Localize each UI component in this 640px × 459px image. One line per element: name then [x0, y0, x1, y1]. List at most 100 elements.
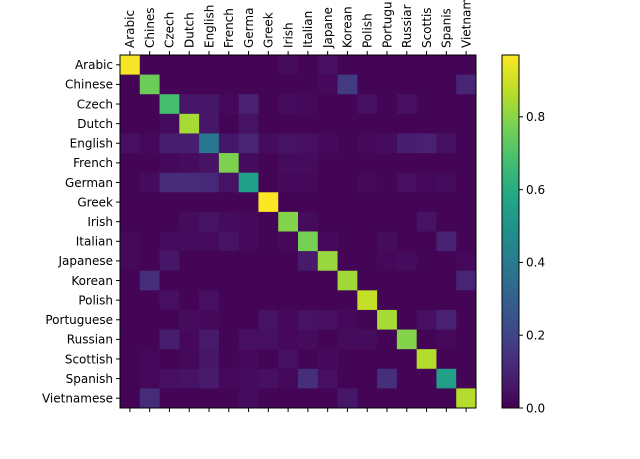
heatmap-cell-1-10 [317, 74, 338, 95]
heatmap-cell-13-10 [317, 309, 338, 330]
heatmap-cell-14-2 [159, 329, 180, 350]
heatmap-cell-8-9 [298, 211, 319, 232]
heatmap-cell-7-12 [357, 192, 378, 213]
heatmap-cell-7-2 [159, 192, 180, 213]
heatmap-cell-14-14 [396, 329, 418, 350]
heatmap-cell-4-0 [120, 133, 141, 154]
heatmap-cell-2-10 [317, 94, 338, 115]
heatmap-cell-6-2 [159, 172, 180, 193]
heatmap-cell-9-5 [218, 231, 240, 252]
x-tick-label: Czech [163, 12, 177, 48]
heatmap-cell-1-17 [456, 74, 477, 95]
colorbar [502, 55, 519, 408]
heatmap-cell-14-13 [377, 329, 398, 350]
heatmap-cell-0-9 [298, 55, 319, 76]
heatmap-cell-3-8 [278, 113, 299, 134]
heatmap-cell-11-9 [298, 270, 319, 291]
heatmap-cell-5-8 [278, 153, 299, 174]
heatmap-cell-10-7 [258, 251, 279, 272]
y-tick-label: Dutch [77, 117, 113, 131]
heatmap-cell-16-5 [218, 368, 240, 389]
heatmap-cell-0-14 [396, 55, 418, 76]
heatmap-cell-16-15 [416, 368, 437, 389]
heatmap-cell-2-8 [278, 94, 299, 115]
heatmap-cell-1-7 [258, 74, 279, 95]
heatmap-cell-6-16 [436, 172, 457, 193]
heatmap-cell-14-7 [258, 329, 279, 350]
heatmap-cell-17-12 [357, 388, 378, 409]
heatmap-cell-3-1 [139, 113, 160, 134]
heatmap-cell-16-6 [238, 368, 259, 389]
heatmap-cell-4-9 [298, 133, 319, 154]
heatmap-cell-15-10 [317, 349, 338, 370]
heatmap-cell-14-10 [317, 329, 338, 350]
heatmap-cell-0-8 [278, 55, 299, 76]
heatmap-cell-4-16 [436, 133, 457, 154]
heatmap-cell-13-5 [218, 309, 240, 330]
heatmap-cell-10-2 [159, 251, 180, 272]
heatmap-cell-5-13 [377, 153, 398, 174]
heatmap-cell-15-9 [298, 349, 319, 370]
y-tick-label: Arabic [75, 58, 113, 72]
heatmap-cell-0-10 [317, 55, 338, 76]
heatmap-cell-16-11 [337, 368, 358, 389]
heatmap-cell-15-16 [436, 349, 457, 370]
heatmap-cell-12-17 [456, 290, 477, 311]
colorbar-tick-label: 0.2 [526, 329, 545, 343]
heatmap-cell-6-14 [396, 172, 418, 193]
heatmap-cell-4-13 [377, 133, 398, 154]
heatmap-cell-8-3 [179, 211, 200, 232]
heatmap-cell-1-13 [377, 74, 398, 95]
heatmap-cell-0-3 [179, 55, 200, 76]
heatmap-cell-9-11 [337, 231, 358, 252]
heatmap-cell-9-8 [278, 231, 299, 252]
heatmap-cell-17-16 [436, 388, 457, 409]
heatmap-cell-17-8 [278, 388, 299, 409]
heatmap-cell-5-1 [139, 153, 160, 174]
heatmap-cell-17-4 [199, 388, 220, 409]
heatmap-cell-17-5 [218, 388, 240, 409]
heatmap-cell-6-15 [416, 172, 437, 193]
heatmap-cell-10-0 [120, 251, 141, 272]
heatmap-cell-8-13 [377, 211, 398, 232]
heatmap-cell-9-2 [159, 231, 180, 252]
heatmap-cell-10-9 [298, 251, 319, 272]
heatmap-cell-2-14 [396, 94, 418, 115]
heatmap-cell-12-11 [337, 290, 358, 311]
heatmap-cell-15-15 [416, 349, 437, 370]
x-tick-label: Japane [321, 7, 335, 49]
x-tick-label: Scottis [420, 7, 434, 48]
heatmap-cell-12-9 [298, 290, 319, 311]
heatmap-cell-13-4 [199, 309, 220, 330]
plot-frame [119, 54, 477, 409]
heatmap-cell-9-6 [238, 231, 259, 252]
heatmap-cell-8-4 [199, 211, 220, 232]
y-tick-label: Polish [78, 293, 113, 307]
heatmap-cell-7-8 [278, 192, 299, 213]
heatmap-cell-6-17 [456, 172, 477, 193]
heatmap-cell-13-1 [139, 309, 160, 330]
heatmap-cell-12-4 [199, 290, 220, 311]
y-tick-label: Spanish [66, 372, 113, 386]
heatmap-cell-15-3 [179, 349, 200, 370]
heatmap-cell-15-8 [278, 349, 299, 370]
heatmap-cell-1-15 [416, 74, 437, 95]
heatmap-cell-2-17 [456, 94, 477, 115]
x-tick-label: Chines [143, 7, 157, 48]
x-tick-label: French [222, 8, 236, 48]
y-tick-label: Russian [67, 333, 113, 347]
y-tick-label: Japanese [58, 254, 114, 268]
heatmap-cell-6-10 [317, 172, 338, 193]
heatmap-cell-5-16 [436, 153, 457, 174]
heatmap-cell-14-1 [139, 329, 160, 350]
colorbar-tick-label: 0.0 [526, 401, 545, 415]
heatmap-cell-11-11 [337, 270, 358, 291]
heatmap-cell-7-7 [258, 192, 279, 213]
y-axis: Arabic Chinese Czech Dutch English French Germ… [42, 58, 120, 405]
heatmap-cell-11-5 [218, 270, 240, 291]
heatmap-cell-5-0 [120, 153, 141, 174]
heatmap-cell-15-14 [396, 349, 418, 370]
heatmap-cell-17-13 [377, 388, 398, 409]
heatmap-cell-12-10 [317, 290, 338, 311]
heatmap-cell-17-3 [179, 388, 200, 409]
